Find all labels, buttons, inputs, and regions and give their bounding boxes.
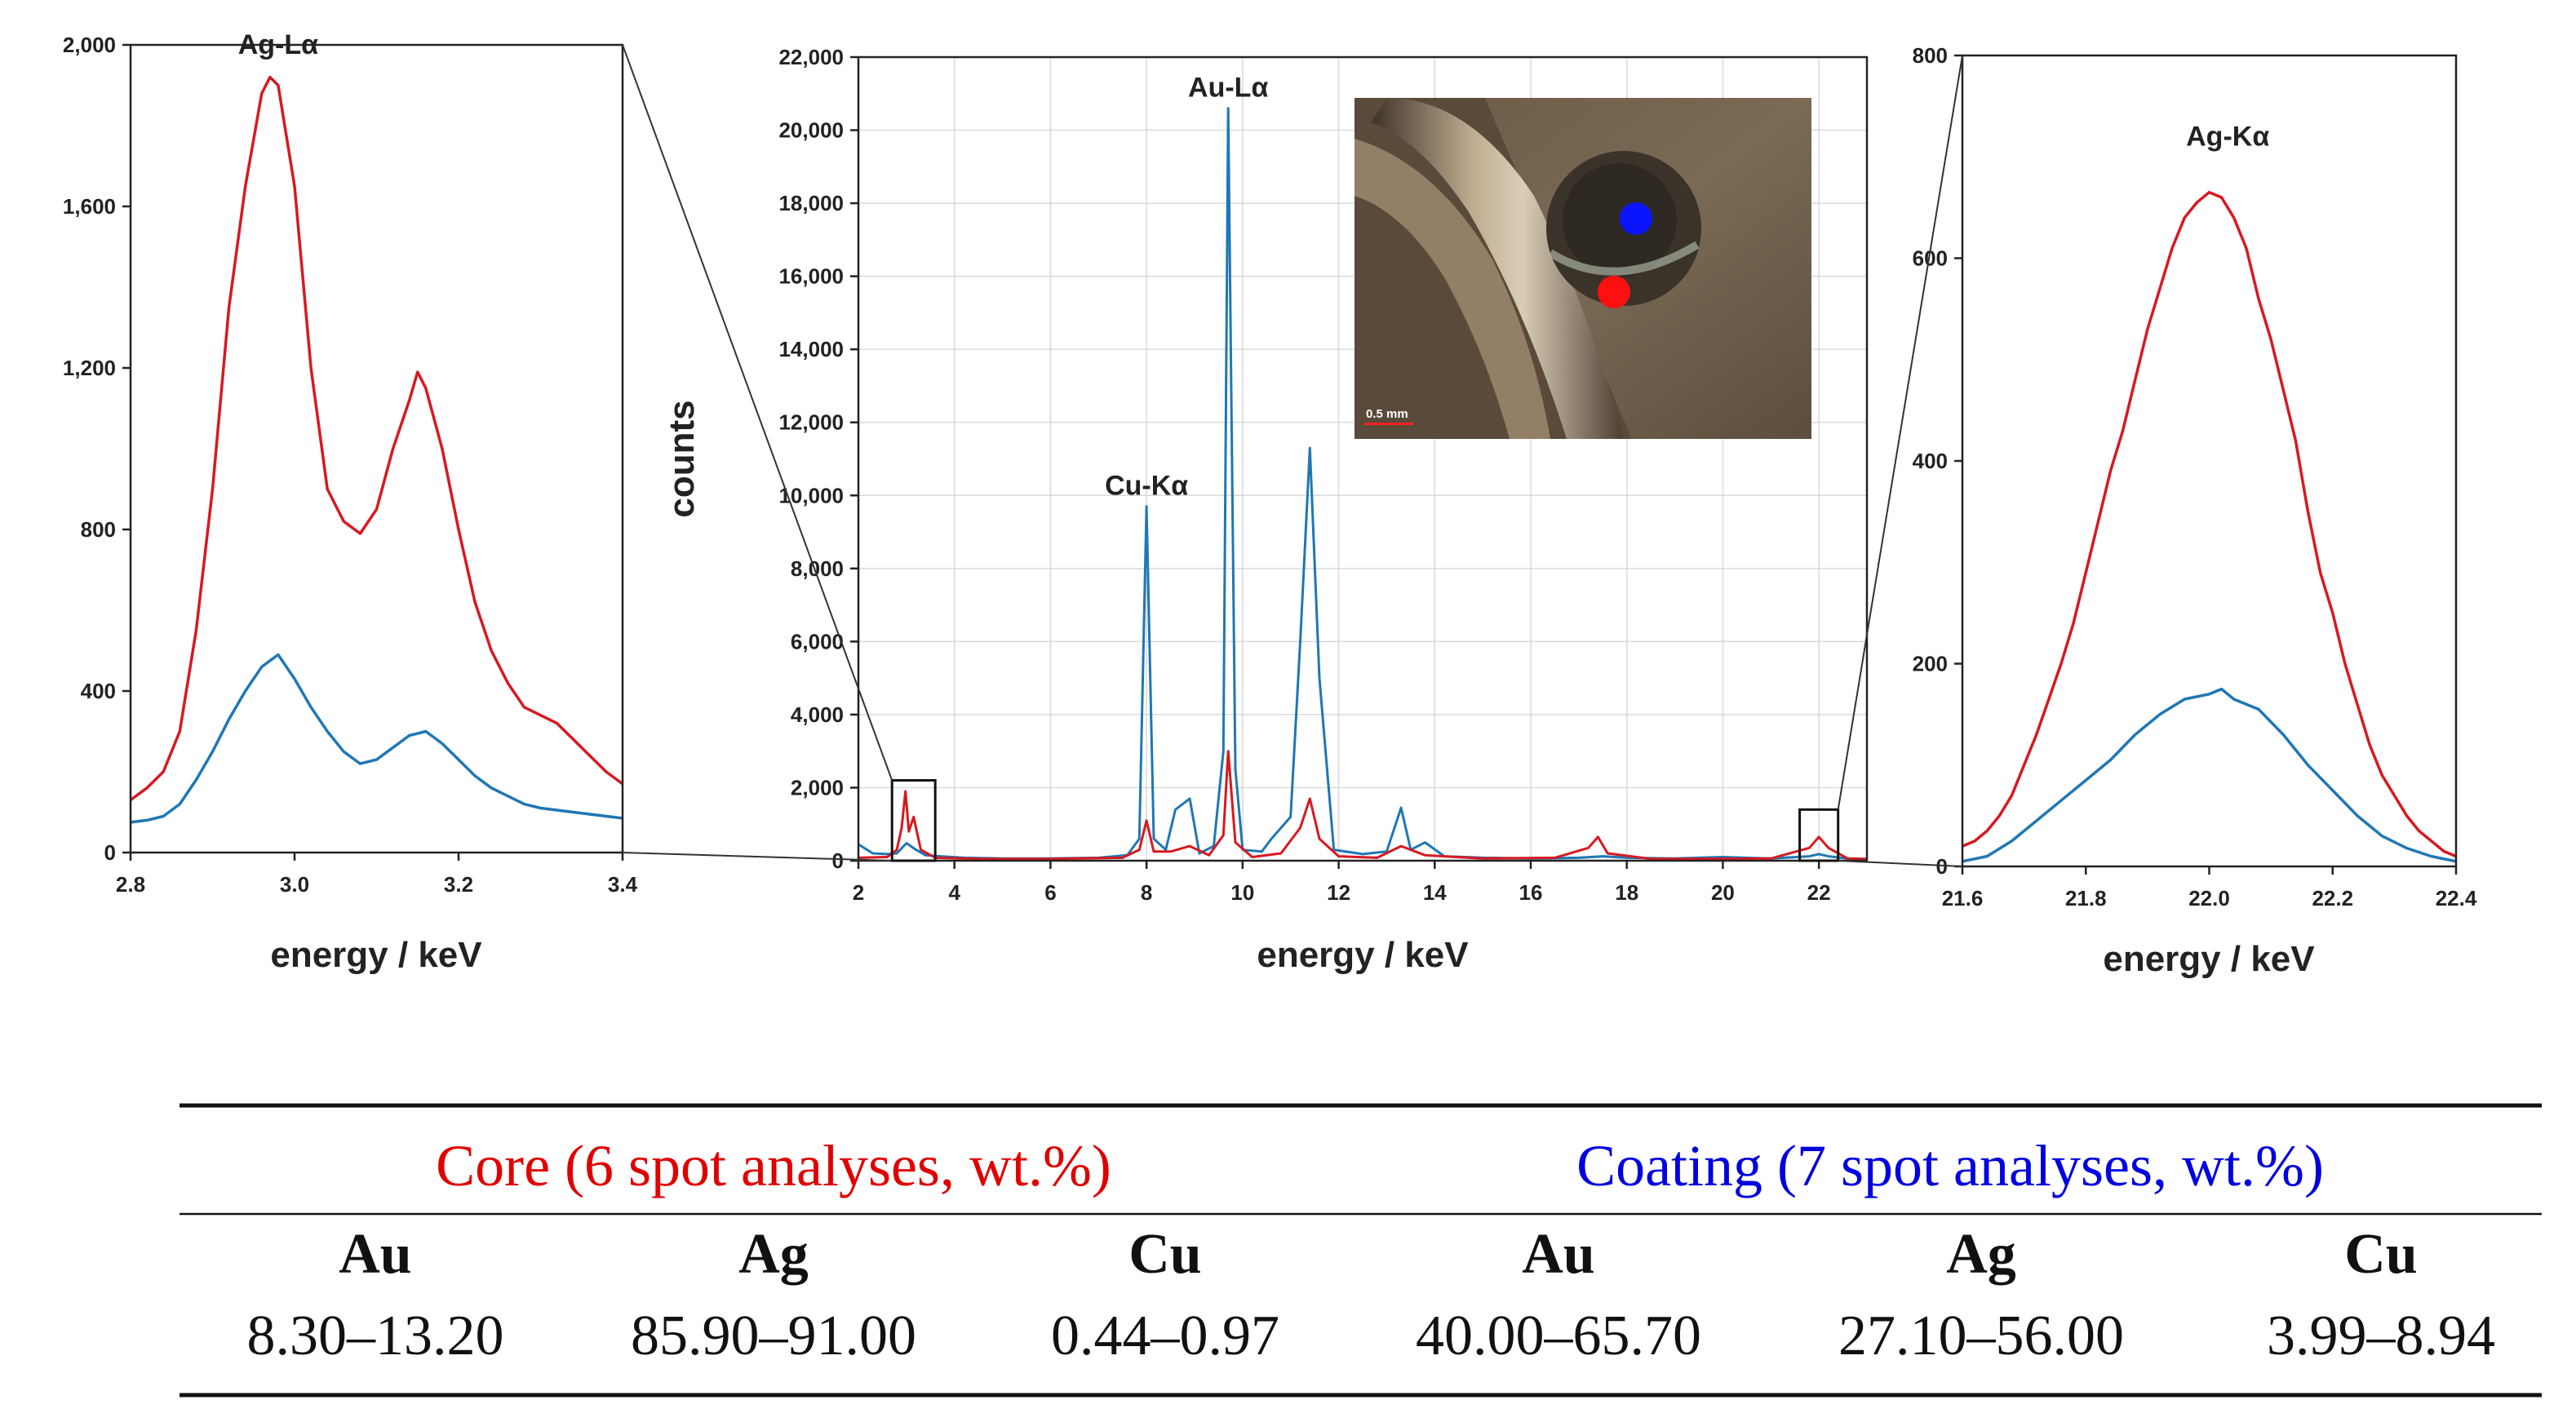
core-spectrum-line <box>129 75 624 802</box>
x-axis-label: energy / keV <box>2103 939 2315 979</box>
x-tick-label: 3.2 <box>444 872 473 897</box>
x-tick-label: 16 <box>1519 880 1543 905</box>
core-spot-marker <box>1598 276 1630 308</box>
peak-label: Ag-Kα <box>2186 121 2269 152</box>
y-tick-label: 18,000 <box>778 191 844 215</box>
zoom-connector <box>1837 55 1963 810</box>
main-spectrum-panel: 2 4 6 8 10 12 14 16 18 20 2202,0004,0006,0008,0001… <box>662 45 1869 975</box>
y-tick-label: 10,000 <box>778 483 844 507</box>
peak-label: Au-Lα <box>1188 73 1268 104</box>
x-tick-label: 14 <box>1423 880 1447 905</box>
zoom-connector <box>622 852 893 862</box>
x-tick-label: 4 <box>948 880 960 905</box>
x-tick-label: 10 <box>1230 880 1254 905</box>
y-tick-label: 200 <box>1913 652 1948 676</box>
x-tick-label: 2.8 <box>116 872 145 897</box>
x-tick-label: 20 <box>1711 880 1735 905</box>
x-tick-label: 2 <box>853 880 864 905</box>
coating-spectrum-line <box>1962 687 2457 863</box>
y-tick-label: 1,200 <box>63 356 116 380</box>
y-tick-label: 12,000 <box>778 410 844 435</box>
y-tick-label: 20,000 <box>778 118 844 143</box>
x-tick-label: 18 <box>1615 880 1638 905</box>
table-cell-value: 27.10–56.00 <box>1838 1305 2124 1367</box>
x-tick-label: 21.8 <box>2065 886 2107 910</box>
y-tick-label: 22,000 <box>778 45 844 69</box>
sample-photo-inset: 0.5 mm <box>1355 98 1811 439</box>
coating-spot-marker <box>1620 202 1652 235</box>
composition-table: Core (6 spot analyses, wt.%) Coating (7 … <box>180 1103 2542 1398</box>
core-spectrum-line <box>858 750 1868 861</box>
table-column-header: Cu <box>2344 1223 2417 1286</box>
x-tick-label: 8 <box>1141 880 1152 905</box>
zoom-connector-lines <box>622 44 1963 867</box>
coating-spectrum-line <box>130 653 623 824</box>
y-tick-label: 14,000 <box>778 337 844 361</box>
plot-frame <box>1961 54 2458 868</box>
y-tick-label: 0 <box>1936 854 1948 879</box>
table-column-header: Au <box>339 1223 411 1286</box>
table-cell-value: 85.90–91.00 <box>631 1305 916 1367</box>
table-column-header: Ag <box>1946 1223 2016 1286</box>
plot-frame <box>857 55 1869 862</box>
table-column-header: Cu <box>1128 1223 1201 1286</box>
x-tick-label: 22.4 <box>2436 886 2477 910</box>
zoom-region-box <box>890 779 937 862</box>
table-cell-value: 3.99–8.94 <box>2267 1305 2495 1367</box>
y-tick-label: 2,000 <box>791 775 844 800</box>
core-spectrum-line <box>1962 190 2457 858</box>
y-tick-label: 800 <box>1913 43 1948 68</box>
coating-group-heading: Coating (7 spot analyses, wt.%) <box>1576 1133 2324 1198</box>
y-tick-label: 2,000 <box>63 33 116 57</box>
left-zoom-panel: 2.8 3.0 3.2 3.4 0 400 800 1,200 1,600 2,000 energy… <box>63 29 638 975</box>
zoom-connector <box>622 44 893 781</box>
x-tick-label: 22 <box>1807 880 1831 905</box>
y-tick-label: 0 <box>104 840 116 865</box>
right-zoom-panel: 21.6 21.8 22.0 22.2 22.40200400600800energy … <box>1913 43 2477 979</box>
y-axis-label: counts <box>662 400 702 517</box>
x-tick-label: 12 <box>1327 880 1350 905</box>
x-tick-label: 3.4 <box>608 872 638 897</box>
y-tick-label: 800 <box>81 517 116 542</box>
zoom-connector <box>1838 860 1963 867</box>
y-tick-label: 6,000 <box>791 629 844 653</box>
peak-label: Ag-Lα <box>238 29 318 60</box>
x-tick-label: 21.6 <box>1942 886 1984 910</box>
table-column-header: Au <box>1522 1223 1594 1286</box>
y-tick-label: 16,000 <box>778 264 844 289</box>
core-group-heading: Core (6 spot analyses, wt.%) <box>436 1133 1111 1198</box>
zoom-region-box <box>1798 808 1840 862</box>
x-tick-label: 6 <box>1044 880 1056 905</box>
x-axis-label: energy / keV <box>270 935 482 975</box>
x-tick-label: 3.0 <box>280 872 309 897</box>
x-axis-label: energy / keV <box>1257 935 1469 975</box>
table-column-header: Ag <box>738 1223 809 1286</box>
x-tick-label: 22.0 <box>2188 886 2230 910</box>
plot-frame <box>129 43 624 854</box>
y-tick-label: 400 <box>1913 449 1948 473</box>
table-cell-value: 40.00–65.70 <box>1416 1305 1701 1367</box>
peak-label: Cu-Kα <box>1105 471 1188 502</box>
table-cell-value: 0.44–0.97 <box>1051 1305 1279 1367</box>
y-tick-label: 4,000 <box>791 702 844 727</box>
y-tick-label: 0 <box>832 848 844 873</box>
y-tick-label: 400 <box>81 679 116 703</box>
x-tick-label: 22.2 <box>2312 886 2353 910</box>
table-cell-value: 8.30–13.20 <box>247 1305 504 1367</box>
y-tick-label: 1,600 <box>63 194 116 219</box>
scale-bar-label: 0.5 mm <box>1366 407 1408 421</box>
